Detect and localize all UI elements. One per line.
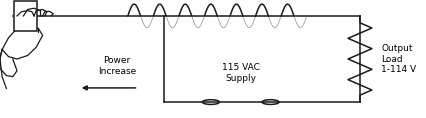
Text: Power
Increase: Power Increase — [98, 56, 136, 76]
Text: Output
Load
1-114 V: Output Load 1-114 V — [381, 44, 416, 74]
Bar — [14, 1, 37, 31]
Text: 115 VAC
Supply: 115 VAC Supply — [222, 63, 259, 83]
